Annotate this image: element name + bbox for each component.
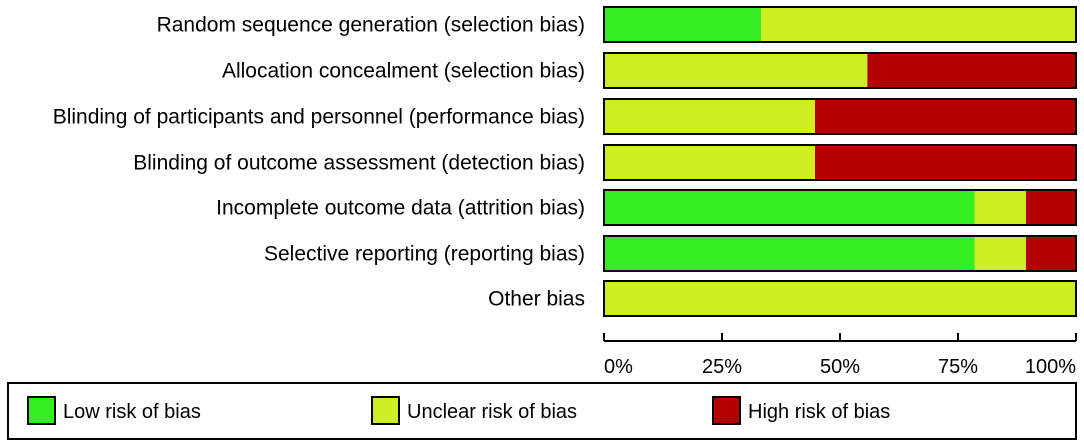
bar-segment-high — [814, 99, 1076, 134]
bar-outline — [603, 52, 1077, 89]
bar-segment-high — [1025, 236, 1076, 271]
category-label: Blinding of outcome assessment (detectio… — [133, 152, 585, 175]
legend-swatch — [712, 396, 741, 425]
category-labels: Random sequence generation (selection bi… — [53, 14, 585, 311]
category-label: Incomplete outcome data (attrition bias) — [216, 197, 585, 220]
x-axis: 0% 25% 50% 75% 100% — [603, 333, 1077, 378]
category-label: Other bias — [488, 288, 585, 311]
x-tick-label: 100% — [1025, 356, 1076, 378]
legend: Low risk of bias Unclear risk of bias High… — [7, 382, 1077, 440]
legend-label: Low risk of bias — [63, 401, 201, 423]
x-tick-label: 75% — [938, 356, 978, 378]
x-tick-label: 50% — [820, 356, 860, 378]
legend-label: High risk of bias — [748, 401, 890, 423]
bar-segment-unclear — [604, 99, 815, 134]
legend-swatch — [371, 396, 400, 425]
bar-outline — [603, 6, 1077, 43]
bar-segment-low — [604, 190, 975, 225]
bar-segment-unclear — [974, 236, 1026, 271]
bar-outline — [603, 235, 1077, 272]
x-tick-label: 25% — [702, 356, 742, 378]
bar-segment-high — [814, 145, 1076, 180]
bar-segment-low — [604, 7, 762, 42]
legend-box — [7, 382, 1077, 440]
bar-segment-unclear — [761, 7, 1076, 42]
bars — [603, 6, 1077, 317]
category-label: Selective reporting (reporting bias) — [264, 243, 585, 266]
bar-outline — [603, 98, 1077, 135]
bar-segment-unclear — [604, 145, 815, 180]
bar-outline — [603, 189, 1077, 226]
category-label: Blinding of participants and personnel (… — [53, 106, 585, 129]
category-label: Random sequence generation (selection bi… — [157, 14, 585, 37]
legend-label: Unclear risk of bias — [407, 401, 577, 423]
bar-segment-high — [867, 53, 1076, 88]
bar-segment-unclear — [604, 281, 1076, 316]
bar-segment-low — [604, 236, 975, 271]
bar-segment-unclear — [974, 190, 1026, 225]
bar-outline — [603, 144, 1077, 181]
bar-segment-high — [1025, 190, 1076, 225]
x-tick-label: 0% — [604, 356, 633, 378]
legend-swatch — [27, 396, 56, 425]
bar-outline — [603, 280, 1077, 317]
bar-segment-unclear — [604, 53, 868, 88]
category-label: Allocation concealment (selection bias) — [222, 60, 585, 83]
